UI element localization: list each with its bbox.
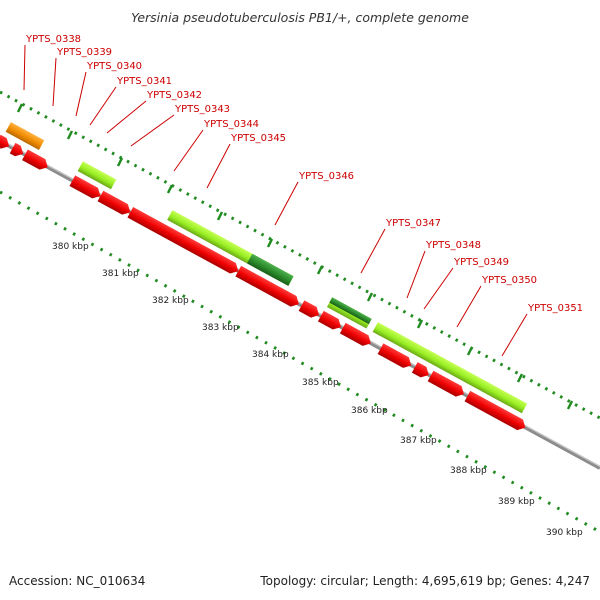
ruler-track	[0, 190, 600, 534]
outer-dotted-track	[0, 90, 600, 420]
svg-text:YPTS_0343: YPTS_0343	[174, 104, 230, 115]
svg-text:YPTS_0350: YPTS_0350	[481, 275, 537, 286]
gene-arrow	[317, 310, 342, 330]
feature-track	[0, 122, 528, 431]
gene-tag: YPTS_0342	[106, 90, 202, 134]
ruler-label: 390 kbp	[546, 528, 583, 538]
gene-arrow	[0, 134, 10, 149]
feature-box-dark	[247, 253, 294, 286]
accession-label: Accession: NC_010634	[9, 574, 146, 588]
gene-tag: YPTS_0338	[23, 34, 81, 91]
gene-arrow	[127, 206, 239, 274]
gene-arrow	[9, 142, 24, 157]
topology-label: Topology: circular; Length: 4,695,619 bp…	[260, 574, 590, 588]
gene-tag: YPTS_0345	[206, 133, 286, 189]
svg-text:YPTS_0349: YPTS_0349	[453, 257, 509, 268]
gene-arrow	[69, 175, 101, 199]
ruler-labels: 380 kbp 381 kbp 382 kbp 383 kbp 384 kbp …	[52, 242, 583, 538]
ruler-label: 387 kbp	[400, 436, 437, 446]
ruler-label: 383 kbp	[202, 323, 239, 333]
gene-tags: YPTS_0338 YPTS_0339 YPTS_0340 YPTS_0341 …	[23, 34, 583, 357]
gene-tag: YPTS_0349	[423, 257, 509, 310]
svg-text:YPTS_0341: YPTS_0341	[116, 76, 172, 87]
svg-text:YPTS_0346: YPTS_0346	[298, 171, 354, 182]
gene-arrow	[411, 362, 429, 378]
gene-arrow	[339, 322, 371, 346]
gene-arrow	[427, 370, 464, 397]
gene-arrow	[298, 300, 320, 318]
outer-major-ticks	[16, 103, 574, 410]
gene-arrow	[464, 390, 526, 431]
gene-arrow	[235, 265, 299, 307]
gene-tag: YPTS_0346	[274, 171, 354, 226]
gene-arrow	[22, 149, 48, 170]
svg-text:YPTS_0342: YPTS_0342	[146, 90, 202, 101]
gene-tag: YPTS_0343	[130, 104, 230, 147]
svg-text:YPTS_0340: YPTS_0340	[86, 61, 142, 72]
ruler-label: 386 kbp	[351, 406, 388, 416]
gene-tag: YPTS_0347	[360, 218, 441, 274]
ruler-label: 388 kbp	[450, 466, 487, 476]
gene-tag: YPTS_0351	[501, 303, 583, 357]
feature-box-dark	[329, 297, 372, 325]
gene-arrow	[97, 190, 131, 215]
gene-tag: YPTS_0341	[89, 76, 172, 126]
svg-text:YPTS_0338: YPTS_0338	[25, 34, 81, 45]
svg-text:YPTS_0345: YPTS_0345	[230, 133, 286, 144]
gene-tag: YPTS_0339	[52, 47, 112, 107]
ruler-label: 385 kbp	[302, 378, 339, 388]
ruler-label: 381 kbp	[102, 269, 139, 279]
upper-strand	[5, 122, 528, 414]
ruler-label: 389 kbp	[498, 497, 535, 507]
ruler-label: 384 kbp	[252, 350, 289, 360]
gene-tag: YPTS_0350	[456, 275, 537, 328]
gene-tag: YPTS_0348	[406, 240, 481, 299]
rna-feature	[5, 122, 45, 150]
lower-strand	[0, 134, 526, 431]
gene-tag: YPTS_0340	[75, 61, 142, 117]
ruler-label: 382 kbp	[152, 296, 189, 306]
gene-tag: YPTS_0344	[173, 119, 259, 172]
gene-arrow	[377, 343, 412, 368]
svg-text:YPTS_0339: YPTS_0339	[56, 47, 112, 58]
svg-text:YPTS_0351: YPTS_0351	[527, 303, 583, 314]
svg-text:YPTS_0347: YPTS_0347	[385, 218, 441, 229]
feature-box	[372, 322, 528, 414]
svg-text:YPTS_0344: YPTS_0344	[203, 119, 259, 130]
feature-box	[77, 161, 117, 190]
svg-text:YPTS_0348: YPTS_0348	[425, 240, 481, 251]
map-title: Yersinia pseudotuberculosis PB1/+, compl…	[131, 10, 469, 25]
ruler-label: 380 kbp	[52, 242, 89, 252]
